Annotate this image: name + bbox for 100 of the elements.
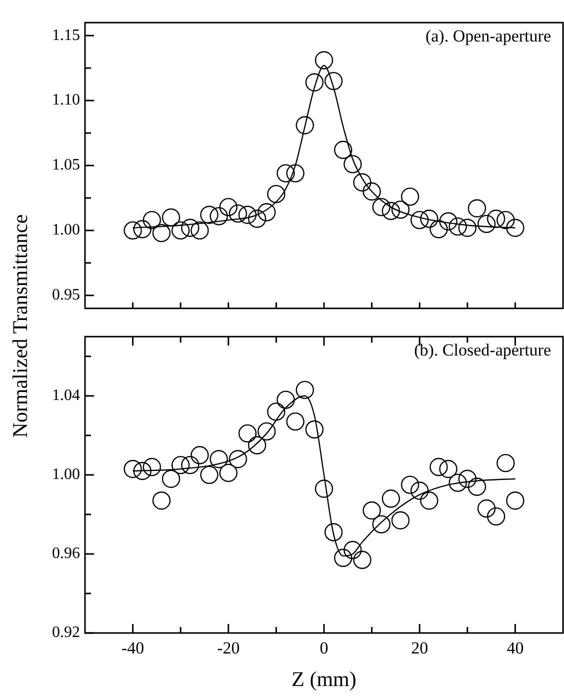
point [334, 548, 352, 568]
point [190, 221, 209, 240]
point [152, 492, 171, 510]
point [258, 422, 276, 441]
y-tick-label: 1.15 [52, 26, 80, 44]
point [486, 507, 506, 526]
x-tick-label: -40 [121, 638, 144, 658]
point [448, 474, 467, 492]
point [162, 470, 180, 488]
point [430, 220, 448, 238]
point [334, 140, 352, 160]
point [238, 424, 257, 443]
point [391, 511, 410, 530]
point [496, 210, 515, 230]
point [276, 390, 295, 409]
point [410, 210, 429, 230]
point [400, 188, 420, 206]
point [468, 478, 486, 496]
point [506, 218, 524, 237]
point [477, 499, 496, 518]
point [344, 540, 362, 560]
point [362, 501, 381, 520]
point [382, 490, 400, 508]
point [353, 550, 372, 569]
annotation: (b). Closed-aperture [414, 340, 551, 360]
point [391, 200, 410, 219]
x-axis-title: Z (mm) [292, 666, 356, 691]
point [324, 72, 343, 90]
y-tick-label: 0.96 [52, 545, 80, 562]
point [124, 221, 142, 240]
y-tick-label: 1.00 [52, 222, 80, 239]
point [258, 203, 276, 222]
point [372, 515, 390, 534]
point [210, 207, 228, 226]
y-tick-label: 0.95 [52, 286, 80, 304]
point [124, 460, 142, 478]
point [314, 480, 334, 498]
point [228, 204, 248, 223]
point [181, 456, 200, 474]
y-tick-label: 1.04 [52, 387, 80, 404]
point [172, 221, 190, 240]
point [190, 446, 209, 464]
point [410, 482, 429, 500]
point [468, 199, 486, 218]
point [305, 420, 324, 439]
point [439, 460, 458, 478]
point [267, 402, 286, 421]
x-tick-label: 0 [320, 638, 328, 658]
point [439, 212, 458, 230]
x-tick-label: 20 [411, 638, 428, 658]
point [486, 210, 506, 228]
point [382, 202, 400, 220]
point [286, 164, 304, 182]
point [296, 116, 314, 134]
point [172, 456, 190, 474]
point [324, 523, 343, 542]
point [267, 184, 286, 204]
point [448, 217, 467, 236]
point [238, 206, 257, 224]
point [200, 206, 218, 224]
point [142, 458, 162, 476]
point [133, 462, 152, 480]
y-tick-label: 1.10 [52, 92, 80, 109]
point [219, 464, 238, 482]
point [210, 450, 228, 468]
point [458, 218, 476, 237]
annotation: (a). Open-aperture [425, 26, 551, 46]
point [506, 492, 524, 510]
point [344, 155, 362, 174]
point [181, 218, 200, 237]
point [400, 476, 420, 494]
point [219, 198, 238, 216]
x-tick-label: 40 [506, 638, 524, 658]
point [142, 210, 162, 230]
point [458, 470, 476, 488]
point [477, 214, 496, 234]
point [430, 458, 448, 476]
point [248, 210, 266, 228]
x-tick-label: -20 [217, 638, 240, 658]
point [305, 73, 324, 92]
point [353, 173, 372, 192]
point [200, 466, 218, 484]
point [314, 51, 334, 70]
point [420, 210, 438, 228]
point [496, 454, 515, 472]
point [286, 412, 304, 431]
y-axis-title: Normalized Transmittance [8, 213, 32, 440]
y-tick-label: 0.92 [52, 624, 80, 642]
point [152, 224, 171, 242]
point [372, 198, 390, 216]
y-tick-label: 1.00 [52, 466, 80, 484]
point [276, 164, 295, 182]
point [162, 208, 180, 227]
point [296, 380, 314, 400]
y-tick-label: 1.05 [52, 156, 80, 174]
point [133, 220, 152, 238]
point [248, 436, 266, 454]
point [362, 182, 381, 201]
point [420, 492, 438, 510]
point [228, 450, 248, 468]
